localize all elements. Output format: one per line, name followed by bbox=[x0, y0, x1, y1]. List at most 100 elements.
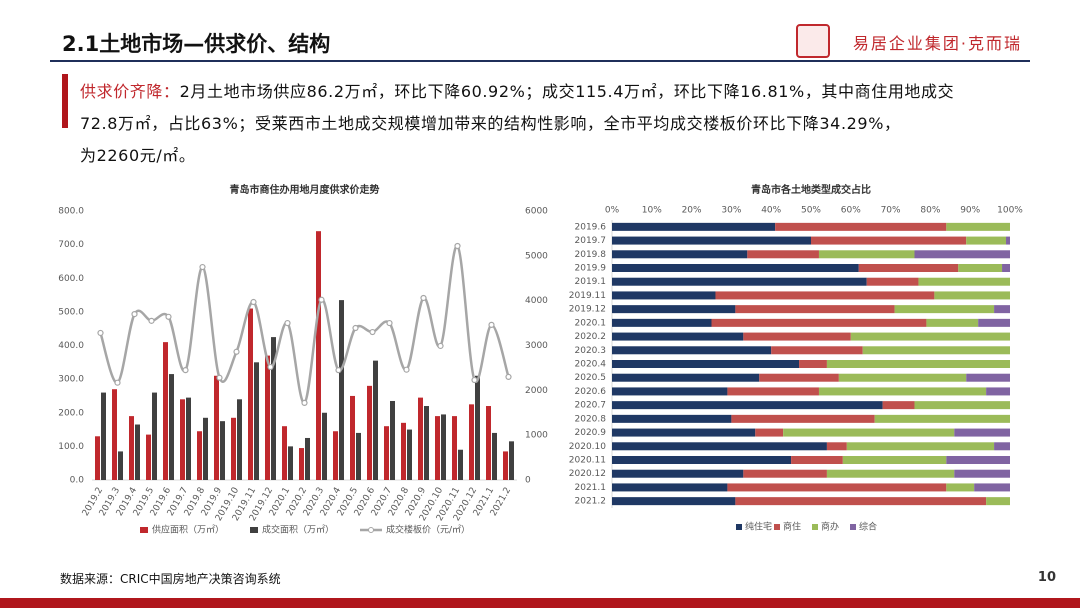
bar bbox=[492, 432, 497, 480]
bar bbox=[452, 416, 457, 480]
price-marker bbox=[148, 317, 155, 324]
y-tick-label: 300.0 bbox=[58, 375, 84, 385]
price-marker bbox=[437, 342, 444, 350]
y-tick-label: 0.0 bbox=[70, 476, 85, 486]
bar-segment bbox=[759, 373, 839, 382]
price-marker bbox=[284, 319, 291, 327]
bar-segment bbox=[954, 428, 1010, 437]
price-marker bbox=[250, 298, 257, 306]
bar-segment bbox=[842, 456, 947, 464]
bar bbox=[135, 424, 140, 480]
bar-segment bbox=[838, 373, 967, 382]
summary-line: 72.8万㎡，占比63%；受莱西市土地成交规模增加带来的结构性影响，全市平均成交… bbox=[80, 114, 901, 133]
bar-segment bbox=[783, 428, 955, 437]
accent-bar bbox=[62, 74, 68, 128]
bar bbox=[248, 308, 253, 480]
bar-segment bbox=[612, 236, 811, 245]
y-tick-label: 400.0 bbox=[58, 341, 84, 351]
bar-segment bbox=[727, 483, 947, 492]
bar bbox=[333, 431, 338, 480]
bar-segment bbox=[826, 442, 847, 451]
bar-segment bbox=[978, 318, 1010, 327]
bar-segment bbox=[612, 387, 728, 396]
bar bbox=[282, 426, 287, 480]
price-marker bbox=[301, 399, 308, 406]
bar-segment bbox=[934, 291, 1010, 300]
bar bbox=[186, 397, 191, 480]
bar bbox=[129, 416, 134, 480]
y-tick-label: 2019.1 bbox=[575, 277, 607, 287]
bar bbox=[265, 355, 270, 480]
logo-seal bbox=[796, 24, 830, 58]
bar bbox=[373, 360, 378, 480]
bar bbox=[435, 416, 440, 480]
bar bbox=[237, 399, 242, 480]
bar bbox=[254, 362, 259, 480]
bar bbox=[418, 397, 423, 480]
price-marker bbox=[114, 379, 121, 386]
bar bbox=[458, 449, 463, 480]
bar bbox=[350, 395, 355, 480]
price-marker bbox=[97, 329, 104, 337]
bar bbox=[220, 421, 225, 480]
bar-segment bbox=[612, 469, 744, 478]
bar-segment bbox=[612, 373, 760, 382]
bar-segment bbox=[612, 332, 744, 341]
y-tick-label: 500.0 bbox=[58, 307, 84, 317]
price-marker bbox=[216, 374, 223, 381]
bar bbox=[112, 389, 117, 480]
summary-line: 为2260元/㎡。 bbox=[80, 146, 196, 165]
bar bbox=[152, 392, 157, 480]
bar-segment bbox=[731, 414, 875, 423]
y-tick-label: 600.0 bbox=[58, 274, 84, 284]
legend-label: 纯住宅 bbox=[745, 521, 772, 533]
legend-swatch bbox=[812, 524, 818, 530]
y-tick-label: 2020.10 bbox=[569, 442, 606, 452]
x-tick-label: 10% bbox=[642, 206, 662, 216]
bar-segment bbox=[735, 497, 987, 506]
bar-segment bbox=[974, 483, 1010, 492]
price-marker bbox=[131, 311, 138, 318]
price-marker bbox=[165, 313, 172, 320]
bar-segment bbox=[850, 332, 1010, 341]
x-tick-label: 70% bbox=[881, 206, 901, 216]
x-tick-label: 50% bbox=[801, 206, 821, 216]
bar bbox=[339, 300, 344, 480]
bar bbox=[180, 399, 185, 480]
bar bbox=[288, 446, 293, 480]
bar-segment bbox=[986, 387, 1010, 396]
y-tick-label: 2020.4 bbox=[575, 360, 607, 370]
legend-label: 商住 bbox=[783, 521, 801, 533]
bar-segment bbox=[612, 456, 792, 464]
y2-tick-label: 0 bbox=[525, 476, 531, 486]
chart-title: 青岛市各土地类型成交占比 bbox=[751, 183, 871, 196]
bar bbox=[475, 375, 480, 480]
legend-label: 成交面积（万㎡） bbox=[262, 524, 334, 536]
bar bbox=[118, 451, 123, 480]
y-tick-label: 2020.1 bbox=[575, 318, 607, 328]
legend-label: 供应面积（万㎡） bbox=[152, 524, 224, 536]
bar-segment bbox=[612, 428, 756, 437]
y-tick-label: 2020.12 bbox=[569, 469, 606, 479]
price-marker bbox=[420, 294, 427, 302]
bar-segment bbox=[612, 250, 748, 259]
bar bbox=[441, 414, 446, 480]
x-tick-label: 30% bbox=[721, 206, 741, 216]
bar-segment bbox=[946, 483, 975, 492]
bar-segment bbox=[612, 483, 728, 492]
summary-lead: 供求价齐降： bbox=[80, 82, 180, 101]
bar-segment bbox=[874, 414, 1010, 423]
page-number: 10 bbox=[1037, 570, 1056, 585]
bar-segment bbox=[743, 332, 851, 341]
bar-segment bbox=[826, 469, 955, 478]
header-rule bbox=[50, 60, 1030, 62]
bar bbox=[316, 231, 321, 480]
price-marker bbox=[471, 376, 478, 384]
price-marker bbox=[352, 324, 359, 332]
bar bbox=[299, 448, 304, 480]
y-tick-label: 2021.2 bbox=[575, 497, 607, 507]
y-tick-label: 100.0 bbox=[58, 442, 84, 452]
bar-segment bbox=[954, 469, 1010, 478]
bar-segment bbox=[986, 497, 1010, 506]
